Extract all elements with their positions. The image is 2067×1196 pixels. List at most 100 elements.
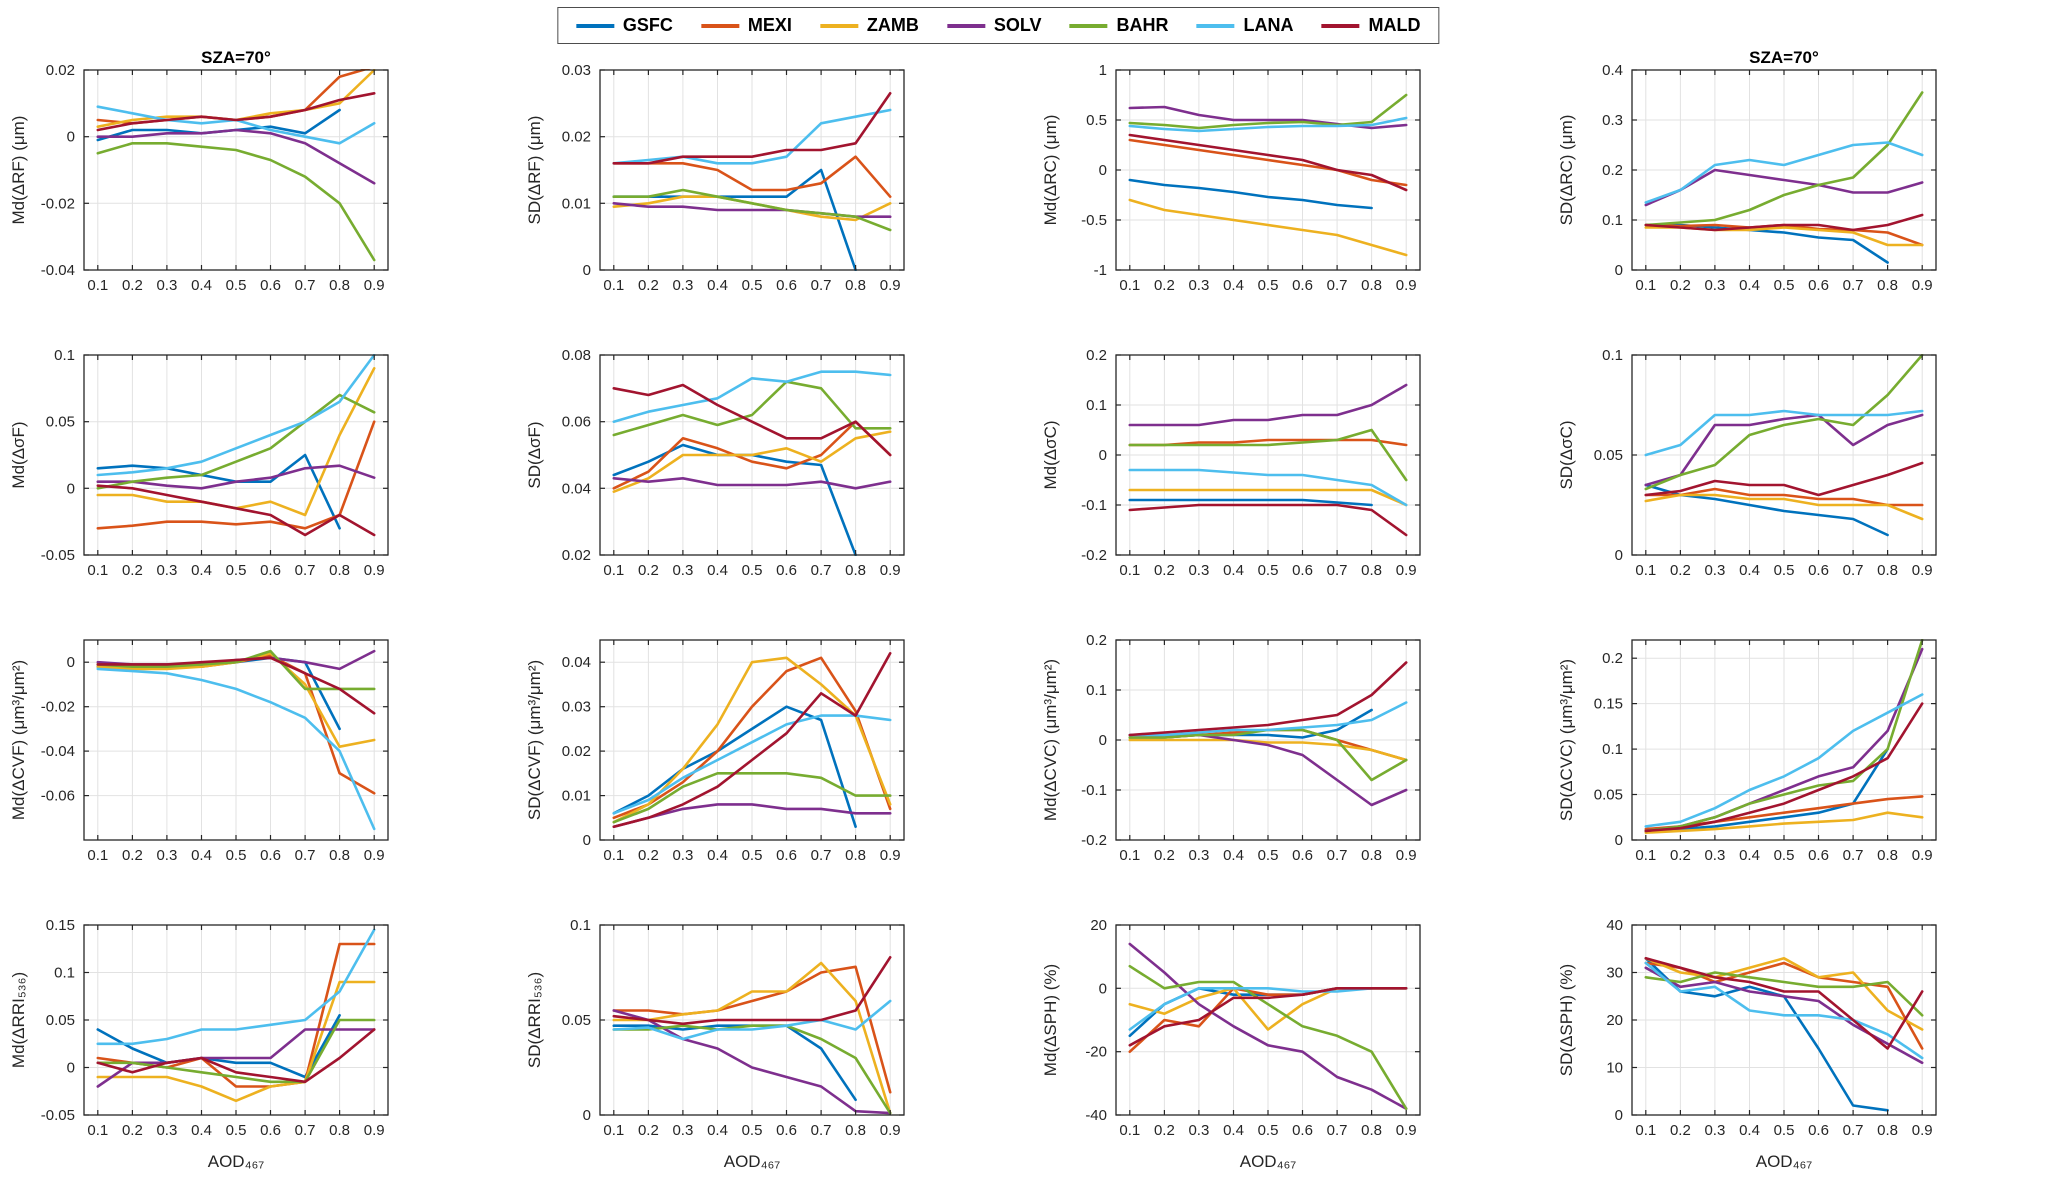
series-line-mald	[96, 656, 376, 715]
x-tick-label: 0.2	[122, 847, 143, 864]
x-tick-label: 0.2	[1670, 277, 1691, 294]
series-line-bahr	[1128, 428, 1408, 482]
y-axis-label: SD(ΔσF)	[525, 421, 544, 488]
y-tick-label: 0.06	[562, 414, 591, 431]
series-line-zamb	[612, 961, 892, 1115]
y-tick-label: 0.2	[1602, 162, 1623, 179]
x-tick-label: 0.8	[1361, 277, 1382, 294]
series-group	[612, 651, 892, 828]
y-tick-label: -40	[1085, 1107, 1107, 1124]
y-tick-label: 0.01	[562, 195, 591, 212]
legend-item-gsfc: GSFC	[575, 15, 673, 36]
x-tick-label: 0.7	[1327, 277, 1348, 294]
series-line-gsfc	[1128, 498, 1373, 507]
series-group	[1644, 354, 1924, 537]
series-line-mexi	[612, 155, 892, 198]
series-line-solv	[1644, 413, 1924, 487]
series-line-mald	[612, 651, 892, 828]
x-tick-label: 0.2	[1670, 1122, 1691, 1139]
subplot-sd-dsph: 0.1 0.2 0.3 0.4 0.5 0.6 0.7 0.8 0.9 0 10 20 30 40 SD(Δ…	[1550, 903, 2066, 1191]
series-group	[1644, 956, 1924, 1112]
series-line-mexi	[612, 656, 892, 820]
x-tick-label: 0.1	[1635, 847, 1656, 864]
x-tick-label: 0.4	[1739, 277, 1760, 294]
series-line-zamb	[1128, 198, 1408, 257]
series-group	[96, 928, 376, 1103]
legend-line-swatch	[946, 23, 985, 28]
series-group	[1128, 93, 1408, 257]
y-tick-label: 0	[1615, 547, 1623, 564]
series-group	[1644, 91, 1924, 264]
chart-title: SZA=70°	[1749, 48, 1819, 67]
subplot-md-dsigf: 0.1 0.2 0.3 0.4 0.5 0.6 0.7 0.8 0.9 -0.05 0 0.05 0.1…	[2, 333, 518, 618]
x-tick-label: 0.1	[1635, 1122, 1656, 1139]
x-tick-label: 0.4	[1739, 1122, 1760, 1139]
x-tick-label: 0.6	[1808, 1122, 1829, 1139]
y-tick-label: -0.1	[1081, 497, 1107, 514]
y-tick-label: 0	[583, 262, 591, 279]
x-tick-label: 0.1	[87, 562, 108, 579]
legend-line-swatch	[1321, 23, 1360, 28]
x-tick-label: 0.1	[1119, 1122, 1140, 1139]
y-axis-label: Md(ΔRRI₅₃₆)	[9, 972, 28, 1068]
series-line-gsfc	[96, 1014, 341, 1079]
series-group	[1644, 639, 1924, 834]
series-group	[612, 370, 892, 556]
y-tick-label: 0	[67, 480, 75, 497]
series-line-mald	[1128, 661, 1408, 737]
x-tick-label: 0.4	[191, 1122, 212, 1139]
y-tick-label: 0.05	[1594, 447, 1623, 464]
x-tick-label: 0.2	[122, 277, 143, 294]
x-tick-label: 0.5	[226, 562, 247, 579]
x-tick-label: 0.7	[811, 277, 832, 294]
y-axis-label: Md(ΔSPH) (%)	[1041, 964, 1060, 1076]
series-line-lana	[612, 108, 892, 165]
x-tick-label: 0.3	[672, 277, 693, 294]
y-tick-label: 0.2	[1086, 632, 1107, 649]
x-tick-label: 0.6	[776, 847, 797, 864]
series-line-zamb	[1644, 811, 1924, 834]
x-tick-label: 0.7	[1327, 847, 1348, 864]
x-tick-label: 0.1	[1119, 562, 1140, 579]
subplot-md-dsph: 0.1 0.2 0.3 0.4 0.5 0.6 0.7 0.8 0.9 -40 -20 0 20 Md(Δ…	[1034, 903, 1550, 1191]
series-line-zamb	[1128, 488, 1408, 507]
subplot-sd-dcvf: 0.1 0.2 0.3 0.4 0.5 0.6 0.7 0.8 0.9 0 0.01 0.02 0.03…	[518, 618, 1034, 903]
chart-svg-sd-dcvc: 0.1 0.2 0.3 0.4 0.5 0.6 0.7 0.8 0.9 0 0.05 0.1 0.15 0…	[1557, 639, 1937, 864]
y-tick-label: 20	[1606, 1012, 1623, 1029]
chart-svg-sd-dsigc: 0.1 0.2 0.3 0.4 0.5 0.6 0.7 0.8 0.9 0 0.05 0.1 SD(Δσ…	[1557, 347, 1937, 579]
legend-label: MEXI	[747, 15, 792, 35]
x-tick-label: 0.4	[1739, 847, 1760, 864]
y-tick-label: 0	[1615, 262, 1623, 279]
series-group	[1128, 383, 1408, 537]
x-tick-label: 0.6	[1292, 847, 1313, 864]
legend-label: LANA	[1243, 15, 1294, 35]
series-line-bahr	[96, 1018, 376, 1084]
y-tick-label: 0	[1615, 1107, 1623, 1124]
legend-item-mexi: MEXI	[700, 15, 792, 36]
x-tick-label: 0.7	[295, 277, 316, 294]
series-line-lana	[1128, 468, 1408, 507]
y-tick-label: 30	[1606, 965, 1623, 982]
series-line-lana	[1644, 141, 1924, 204]
series-line-solv	[612, 803, 892, 828]
subplot-sd-dsigc: 0.1 0.2 0.3 0.4 0.5 0.6 0.7 0.8 0.9 0 0.05 0.1 SD(Δσ…	[1550, 333, 2066, 618]
charts-grid: 0.1 0.2 0.3 0.4 0.5 0.6 0.7 0.8 0.9 -0.04 -0.02 0 0.…	[2, 48, 2066, 1191]
x-tick-label: 0.2	[638, 1122, 659, 1139]
legend-line-swatch	[819, 23, 858, 28]
y-tick-label: -0.02	[41, 195, 75, 212]
x-tick-label: 0.3	[672, 847, 693, 864]
x-tick-label: 0.3	[1188, 562, 1209, 579]
x-tick-label: 0.4	[707, 847, 728, 864]
y-tick-label: 0.2	[1602, 650, 1623, 667]
y-axis-label: Md(ΔCVF) (μm³/μm²)	[9, 660, 28, 820]
x-tick-label: 0.9	[1912, 277, 1933, 294]
y-tick-label: 0	[583, 1107, 591, 1124]
x-tick-label: 0.5	[1774, 277, 1795, 294]
series-line-gsfc	[612, 1024, 857, 1102]
x-tick-label: 0.2	[1154, 1122, 1175, 1139]
series-line-gsfc	[1644, 483, 1889, 537]
y-tick-label: -0.06	[41, 788, 75, 805]
x-tick-label: 0.4	[707, 1122, 728, 1139]
x-axis-label: AOD₄₆₇	[724, 1152, 781, 1171]
x-tick-label: 0.8	[1877, 847, 1898, 864]
